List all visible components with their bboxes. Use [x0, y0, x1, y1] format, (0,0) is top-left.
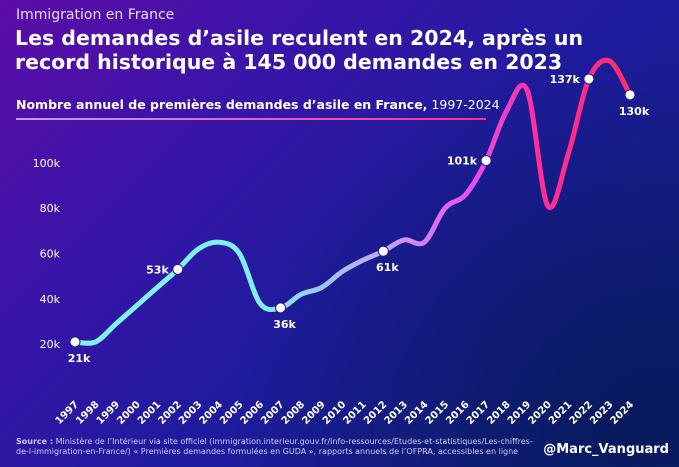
data-point	[377, 245, 389, 257]
data-label: 130k	[619, 105, 650, 118]
chart-title: Les demandes d’asile reculent en 2024, a…	[15, 26, 584, 74]
series-line	[72, 57, 633, 346]
data-point	[583, 73, 595, 85]
data-label: 137k	[550, 73, 581, 86]
y-axis: 20k 40k 60k 80k 100k	[33, 157, 61, 351]
subtitle-main: Nombre annuel de premières demandes d’as…	[16, 97, 428, 112]
chart-subtitle: Nombre annuel de premières demandes d’as…	[16, 97, 500, 112]
y-tick-label: 20k	[40, 338, 61, 351]
data-label: 101k	[447, 155, 478, 168]
x-tick-label: 2024	[609, 399, 636, 426]
source-text: Ministère de l’Intérieur via site offici…	[16, 437, 533, 456]
data-label: 21k	[68, 352, 91, 365]
data-point	[172, 263, 184, 275]
data-label: 61k	[376, 261, 399, 274]
data-label: 36k	[273, 318, 296, 331]
subtitle-underline	[16, 118, 486, 120]
subtitle-years: 1997-2024	[431, 97, 500, 112]
x-axis: 1997199819992000200120022003200420052006…	[54, 399, 636, 426]
kicker: Immigration en France	[16, 7, 175, 23]
source-note: Source : Ministère de l’Intérieur via si…	[16, 437, 536, 457]
data-label: 53k	[146, 263, 169, 276]
data-point	[480, 155, 492, 167]
source-label: Source :	[16, 437, 54, 446]
y-tick-label: 40k	[40, 293, 61, 306]
data-point	[624, 89, 636, 101]
y-tick-label: 100k	[33, 157, 61, 170]
plot-area: 21k 53k 36k 61k 101k 137k 130k	[68, 57, 650, 365]
data-point	[69, 336, 81, 348]
y-tick-label: 80k	[40, 202, 61, 215]
data-point	[275, 302, 287, 314]
y-tick-label: 60k	[40, 247, 61, 260]
author-handle: @Marc_Vanguard	[543, 442, 669, 457]
